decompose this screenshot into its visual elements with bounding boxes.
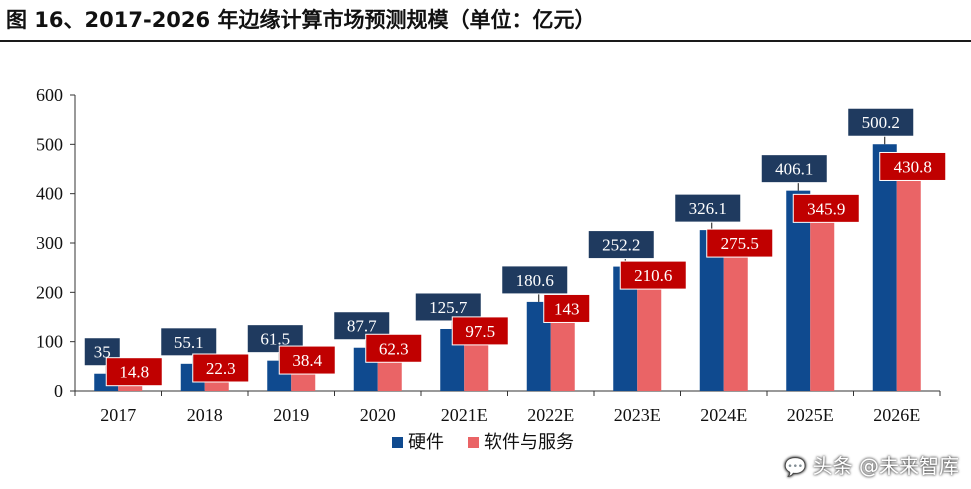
x-tick-label: 2021E bbox=[441, 405, 488, 425]
data-label-software: 14.8 bbox=[119, 363, 149, 382]
y-tick-label: 600 bbox=[36, 85, 63, 105]
y-tick-label: 200 bbox=[36, 282, 63, 302]
data-label-hardware-box bbox=[501, 265, 569, 295]
data-label-software: 210.6 bbox=[634, 266, 672, 285]
data-label-hardware: 326.1 bbox=[689, 199, 727, 218]
x-tick-label: 2026E bbox=[873, 405, 920, 425]
data-label-hardware: 252.2 bbox=[602, 236, 640, 255]
data-label-group: 35 14.8 55.122.3 61.538.4 87.762.3 125.7 97.5 1… bbox=[83, 107, 947, 387]
x-tick-label: 2019 bbox=[273, 405, 309, 425]
data-label-software-box bbox=[451, 316, 509, 346]
figure-title: 图 16、2017-2026 年边缘计算市场预测规模（单位：亿元） bbox=[6, 8, 596, 32]
data-label-hardware: 500.2 bbox=[862, 113, 900, 132]
bar-software bbox=[377, 360, 402, 391]
bar-software bbox=[464, 342, 489, 391]
data-label-hardware-box bbox=[760, 154, 828, 184]
data-label-software: 22.3 bbox=[206, 359, 236, 378]
data-label-software-box bbox=[105, 357, 163, 387]
bar-hardware bbox=[786, 190, 811, 391]
bar-software bbox=[637, 287, 662, 391]
data-label-software: 275.5 bbox=[721, 234, 759, 253]
data-label-hardware: 125.7 bbox=[429, 298, 468, 317]
data-label-hardware-box bbox=[160, 327, 218, 357]
x-tick-label: 2018 bbox=[187, 405, 223, 425]
x-tick-label: 2020 bbox=[360, 405, 396, 425]
x-tick-label: 2022E bbox=[527, 405, 574, 425]
x-tick-label: 2017 bbox=[100, 405, 136, 425]
bar-software bbox=[118, 383, 143, 391]
y-tick-label: 300 bbox=[36, 233, 63, 253]
legend-label-hardware: 硬件 bbox=[408, 432, 444, 453]
bar-software bbox=[204, 379, 229, 391]
data-label-software-box bbox=[706, 228, 774, 258]
bar-software bbox=[896, 178, 921, 391]
data-label-software: 430.8 bbox=[894, 157, 932, 176]
x-tick-label: 2024E bbox=[700, 405, 747, 425]
watermark-text: 头条 @未来智库 bbox=[812, 454, 959, 478]
data-label-software-box bbox=[278, 345, 336, 375]
data-label-hardware-box bbox=[847, 107, 915, 137]
legend-swatch-software bbox=[468, 437, 479, 448]
data-label-software-box bbox=[192, 353, 250, 383]
data-label-hardware-box bbox=[414, 292, 482, 322]
data-label-software: 97.5 bbox=[465, 322, 495, 341]
data-label-software-box bbox=[619, 260, 687, 290]
y-tick-label: 100 bbox=[36, 332, 63, 352]
data-label-software: 62.3 bbox=[379, 339, 409, 358]
bar-software bbox=[810, 220, 835, 391]
x-tick-label: 2023E bbox=[614, 405, 661, 425]
data-label-software: 143 bbox=[554, 299, 580, 318]
bar-software bbox=[550, 320, 575, 391]
legend: 硬件 软件与服务 bbox=[392, 432, 574, 453]
wechat-icon: 💬 bbox=[784, 457, 807, 478]
title-divider bbox=[0, 40, 971, 42]
legend-swatch-hardware bbox=[392, 437, 403, 448]
data-label-hardware: 180.6 bbox=[516, 271, 554, 290]
data-label-software-box bbox=[792, 193, 860, 223]
y-tick-label: 400 bbox=[36, 184, 63, 204]
data-label-software: 345.9 bbox=[807, 199, 845, 218]
data-label-hardware: 35 bbox=[94, 343, 111, 362]
watermark: 💬 头条 @未来智库 bbox=[784, 450, 959, 479]
data-label-hardware-box bbox=[674, 193, 742, 223]
x-tick-label: 2025E bbox=[787, 405, 834, 425]
y-tick-label: 0 bbox=[54, 381, 63, 401]
data-label-hardware: 87.7 bbox=[347, 317, 377, 336]
legend-label-software: 软件与服务 bbox=[484, 432, 574, 453]
y-tick-label: 500 bbox=[36, 134, 63, 154]
bar-hardware bbox=[872, 144, 897, 391]
bar-software bbox=[291, 372, 316, 391]
data-label-software: 38.4 bbox=[292, 351, 322, 370]
data-label-software-box bbox=[543, 293, 591, 323]
bar-software bbox=[723, 255, 748, 391]
data-label-software-box bbox=[879, 151, 947, 181]
data-label-hardware-box bbox=[587, 230, 655, 260]
data-label-hardware: 406.1 bbox=[775, 160, 813, 179]
data-label-hardware: 61.5 bbox=[260, 330, 290, 349]
data-label-hardware: 55.1 bbox=[174, 333, 204, 352]
data-label-software-box bbox=[365, 333, 423, 363]
